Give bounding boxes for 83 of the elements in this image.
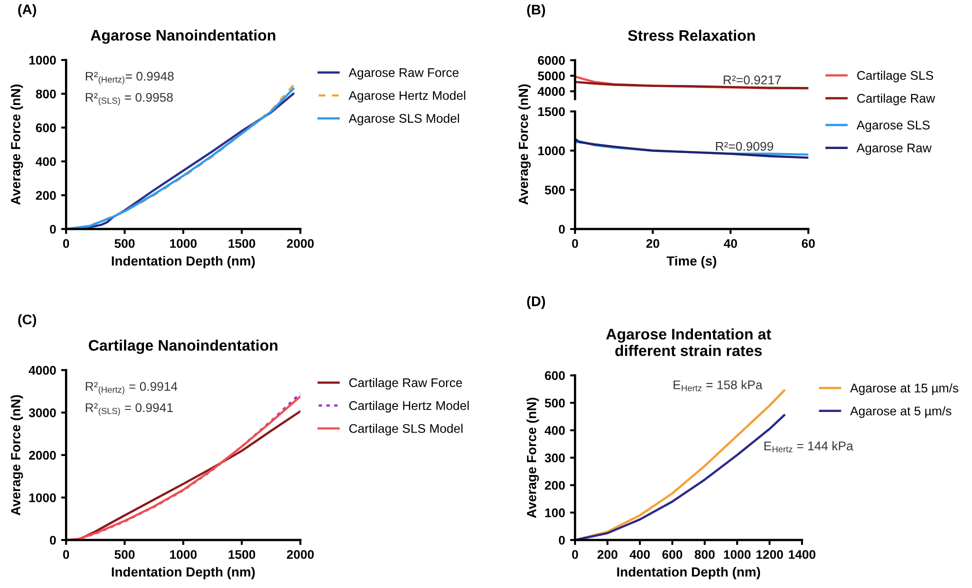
annotation: R²$_{(Hertz)}$ = 0.9914 (86, 382, 178, 395)
x-tick-label: 200 (597, 550, 618, 559)
y-tick-label: 1000 (538, 146, 565, 156)
legend-label: Cartilage Raw Force (349, 378, 462, 390)
text: (B) (527, 4, 546, 18)
y-axis-title: Average Force (nN) (526, 398, 539, 518)
y-tick-label: 400 (544, 426, 565, 435)
y-tick-label: 0 (558, 536, 565, 545)
x-tick-label: 1000 (724, 550, 751, 559)
x-tick-label: 0 (572, 239, 578, 248)
y-tick-label: 4000 (538, 87, 565, 96)
annotation: R²$_{(Hertz)}$= 0.9948 (86, 72, 174, 84)
annotation: R²$_{(SLS)}$ = 0.9958 (86, 92, 173, 106)
y-tick-label: 5000 (538, 72, 565, 80)
x-tick-label: 1200 (756, 550, 783, 559)
y-tick-label: 600 (36, 123, 56, 132)
x-tick-label: 400 (630, 550, 650, 559)
legend-label: Cartilage SLS (857, 70, 934, 82)
x-tick-label: 0 (572, 550, 578, 559)
x-tick-label: 1000 (170, 550, 197, 559)
x-tick-label: 40 (724, 239, 737, 248)
y-tick-label: 1000 (29, 56, 56, 65)
legend-label: Agarose SLS (856, 120, 930, 132)
annotation: R²=0.9217 (724, 76, 781, 84)
x-tick-label: 2000 (286, 239, 314, 248)
y-tick-label: 1500 (538, 107, 565, 116)
y-tick-label: 0 (558, 224, 565, 234)
y-axis-title: Average Force (nN) (518, 84, 531, 205)
y-tick-label: 100 (545, 508, 565, 518)
text: (C) (18, 314, 36, 328)
y-axis-title: Average Force (nN) (10, 395, 24, 516)
legend-label: Agarose Raw (856, 144, 932, 155)
x-axis-title: Indentation Depth (nm) (617, 566, 760, 580)
x-tick-label: 500 (114, 239, 135, 248)
x-axis-title: Indentation Depth (nm) (112, 566, 255, 580)
y-tick-label: 200 (544, 480, 565, 490)
y-tick-label: 400 (36, 157, 56, 166)
x-tick-label: 1500 (228, 239, 256, 248)
x-axis-title: Indentation Depth (nm) (112, 256, 255, 268)
y-tick-label: 300 (544, 454, 565, 462)
text: (A) (18, 4, 36, 18)
y-tick-label: 0 (50, 536, 56, 545)
y-tick-label: 1000 (29, 493, 56, 502)
y-tick-label: 6000 (538, 56, 565, 65)
text: (D) (527, 296, 546, 309)
chart-title: Agarose Nanoindentation (90, 29, 276, 44)
chart-title: Stress Relaxation (628, 30, 755, 41)
x-tick-label: 0 (63, 550, 70, 559)
x-tick-label: 1500 (228, 550, 256, 559)
y-tick-label: 600 (544, 371, 565, 380)
x-axis-title: Time (s) (666, 256, 716, 268)
legend-label: Agarose at 5 µm/s (850, 406, 952, 418)
legend-label: Cartilage SLS Model (349, 424, 462, 436)
x-tick-label: 500 (114, 550, 135, 559)
chart-title: Cartilage Nanoindentation (88, 340, 278, 354)
chart-title: Agarose Indentation at different strain rates (606, 328, 772, 356)
y-axis-title: Average Force (nN) (10, 84, 24, 205)
legend-label: Agarose Raw Force (348, 68, 459, 80)
x-tick-label: 1400 (788, 550, 816, 559)
x-tick-label: 0 (63, 239, 70, 248)
legend-label: Cartilage Raw (857, 94, 936, 106)
legend-label: Cartilage Hertz Model (349, 400, 469, 412)
annotation: E$_{Hertz}$ = 144 kPa (764, 441, 854, 452)
y-tick-label: 3000 (28, 408, 56, 418)
x-tick-label: 20 (646, 239, 660, 248)
x-tick-label: 60 (802, 239, 815, 248)
legend-label: Agarose Hertz Model (348, 90, 466, 102)
y-tick-label: 200 (36, 191, 56, 200)
x-tick-label: 1000 (170, 239, 197, 248)
annotation: R²$_{(SLS)}$ = 0.9941 (86, 403, 173, 416)
x-tick-label: 2000 (286, 550, 314, 559)
y-tick-label: 800 (36, 90, 56, 98)
x-tick-label: 600 (662, 550, 682, 559)
y-tick-label: 4000 (28, 366, 56, 375)
y-tick-label: 0 (50, 224, 56, 234)
legend-label: Agarose SLS Model (348, 114, 459, 126)
legend-label: Agarose at 15 µm/s (850, 383, 958, 395)
y-tick-label: 2000 (29, 450, 56, 460)
annotation: R²=0.9099 (716, 142, 774, 151)
x-tick-label: 800 (694, 550, 715, 559)
y-tick-label: 500 (544, 398, 565, 408)
annotation: E$_{Hertz}$ = 158 kPa (674, 380, 762, 392)
y-tick-label: 500 (544, 186, 565, 194)
